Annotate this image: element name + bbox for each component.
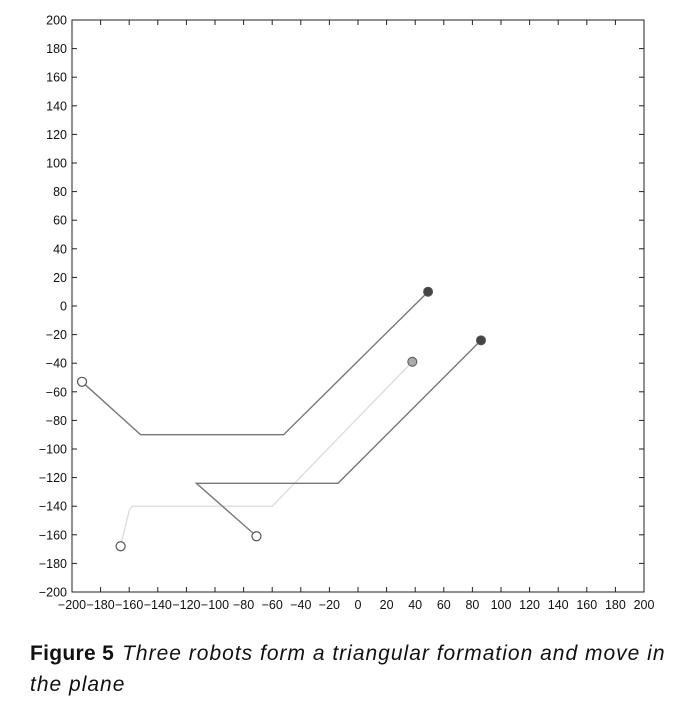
x-tick-label: −140 bbox=[144, 598, 172, 612]
x-tick-label: 100 bbox=[491, 598, 512, 612]
y-tick-label: 80 bbox=[53, 185, 67, 199]
x-tick-label: 160 bbox=[576, 598, 597, 612]
axes: −200 −180 −160 −140 −120 −100 −80 −60 −40 −20 0 20 4… bbox=[39, 14, 655, 613]
x-tick-label: −160 bbox=[115, 598, 143, 612]
y-tick-label: −80 bbox=[46, 414, 67, 428]
y-tick-label: −140 bbox=[39, 500, 67, 514]
y-tick-label: −160 bbox=[39, 528, 67, 542]
x-tick-label: −100 bbox=[201, 598, 229, 612]
x-tick-label: 180 bbox=[605, 598, 626, 612]
y-tick-label: −60 bbox=[46, 385, 67, 399]
robot-end-marker-3 bbox=[475, 335, 486, 346]
x-tick-label: −40 bbox=[290, 598, 311, 612]
x-tick-label: 20 bbox=[380, 598, 394, 612]
figure-caption: Figure 5 Three robots form a triangular f… bbox=[30, 638, 670, 700]
figure-caption-text: Three robots form a triangular formation… bbox=[30, 642, 666, 696]
chart: −200 −180 −160 −140 −120 −100 −80 −60 −40 −20 0 20 4… bbox=[39, 14, 655, 613]
robot-path-2 bbox=[119, 361, 413, 547]
robot-path-1 bbox=[81, 291, 429, 436]
y-tick-label: −120 bbox=[39, 471, 67, 485]
robot-start-marker-3 bbox=[251, 531, 262, 542]
x-tick-label: −60 bbox=[262, 598, 283, 612]
y-tick-label: −200 bbox=[39, 586, 67, 600]
figure-label: Figure 5 bbox=[30, 642, 115, 665]
y-tick-label: −40 bbox=[46, 357, 67, 371]
x-tick-label: 200 bbox=[634, 598, 655, 612]
x-tick-label: 120 bbox=[519, 598, 540, 612]
x-tick-label: −200 bbox=[58, 598, 86, 612]
x-tick-label: 140 bbox=[548, 598, 569, 612]
x-tick-label: −80 bbox=[233, 598, 254, 612]
y-tick-label: 140 bbox=[46, 99, 67, 113]
y-tick-label: −100 bbox=[39, 443, 67, 457]
y-tick-label: 100 bbox=[46, 157, 67, 171]
robot-end-marker-1 bbox=[423, 286, 434, 297]
y-tick-label: 180 bbox=[46, 42, 67, 56]
robot-start-marker-1 bbox=[76, 376, 88, 387]
robot-path-3 bbox=[194, 339, 482, 537]
robot-start-marker-2 bbox=[115, 541, 126, 552]
y-tick-label: 0 bbox=[60, 300, 67, 314]
robot-end-marker-2 bbox=[407, 356, 418, 367]
series-group bbox=[81, 291, 482, 547]
x-tick-label: −120 bbox=[172, 598, 200, 612]
y-tick-label: 120 bbox=[46, 128, 67, 142]
y-tick-label: −20 bbox=[46, 328, 67, 342]
x-tick-label: −20 bbox=[319, 598, 340, 612]
y-tick-label: −180 bbox=[39, 557, 67, 571]
y-tick-label: 20 bbox=[53, 271, 67, 285]
x-tick-label: 80 bbox=[465, 598, 479, 612]
x-tick-label: 60 bbox=[437, 598, 451, 612]
marker-group bbox=[76, 286, 486, 552]
x-tick-label: 0 bbox=[355, 598, 362, 612]
y-tick-label: 200 bbox=[46, 14, 67, 28]
x-tick-label: −180 bbox=[87, 598, 115, 612]
y-tick-label: 40 bbox=[53, 242, 67, 256]
y-tick-label: 160 bbox=[46, 71, 67, 85]
y-tick-label: 60 bbox=[53, 214, 67, 228]
x-tick-label: 40 bbox=[408, 598, 422, 612]
